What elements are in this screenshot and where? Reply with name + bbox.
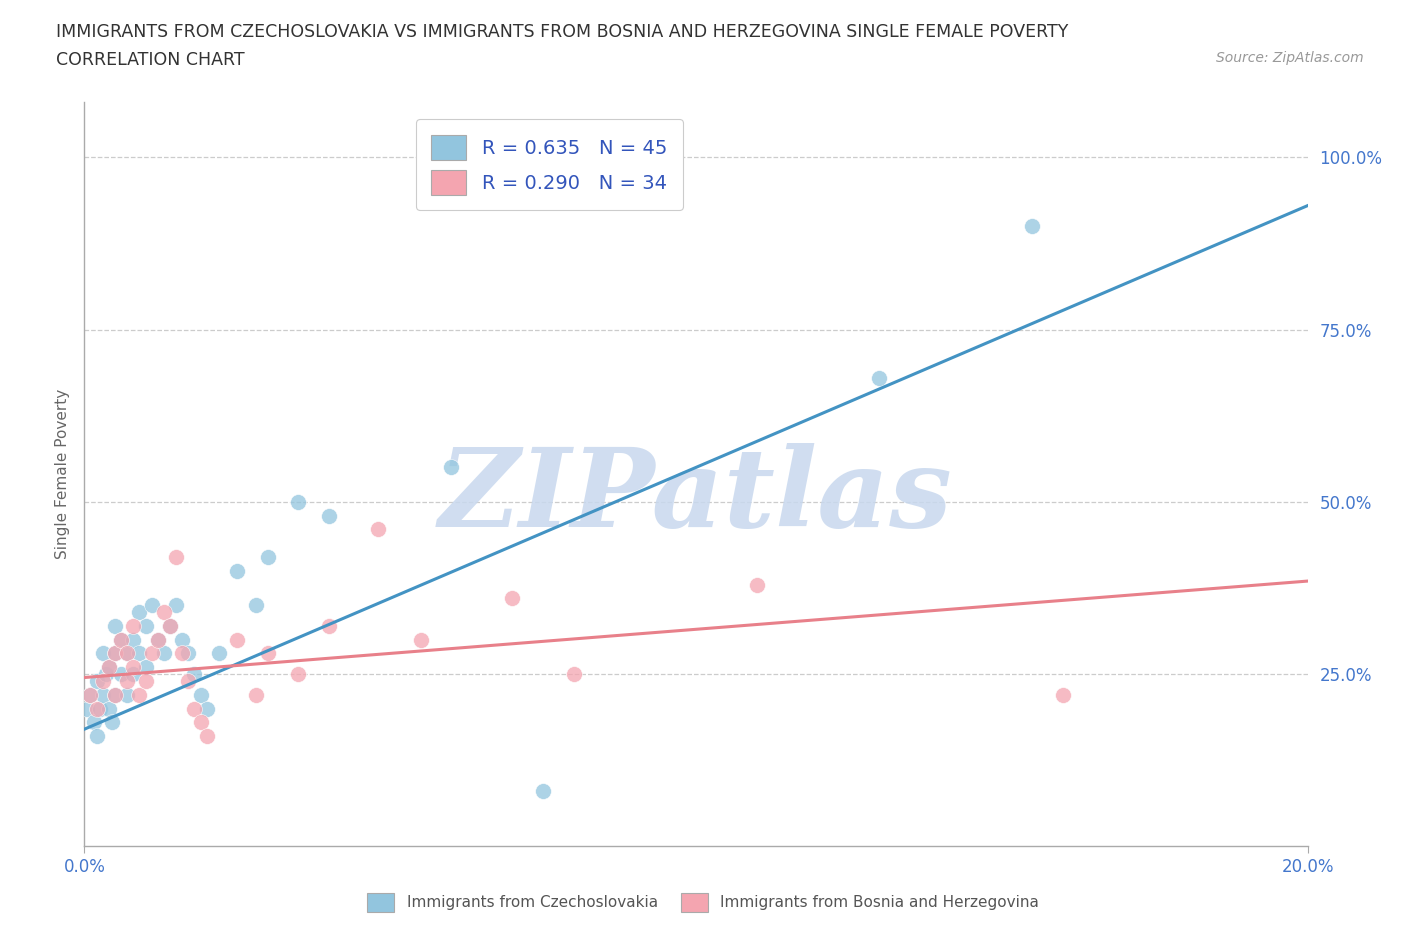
Point — [183, 667, 205, 682]
Point — [104, 687, 127, 702]
Point — [94, 667, 117, 682]
Point — [89, 701, 111, 716]
Point — [318, 618, 340, 633]
Point — [86, 701, 108, 716]
Point — [190, 687, 212, 702]
Point — [747, 578, 769, 592]
Point — [76, 701, 98, 716]
Point — [1052, 687, 1074, 702]
Point — [153, 604, 176, 619]
Point — [110, 667, 132, 682]
Point — [287, 495, 309, 510]
Point — [177, 673, 200, 688]
Point — [869, 370, 891, 385]
Point — [226, 564, 249, 578]
Text: CORRELATION CHART: CORRELATION CHART — [56, 51, 245, 69]
Point — [367, 522, 389, 537]
Point — [172, 632, 194, 647]
Point — [91, 687, 114, 702]
Point — [208, 646, 231, 661]
Y-axis label: Single Female Poverty: Single Female Poverty — [55, 389, 70, 560]
Point — [83, 715, 105, 730]
Point — [409, 632, 432, 647]
Point — [165, 598, 187, 613]
Point — [146, 632, 169, 647]
Point — [97, 659, 120, 674]
Point — [110, 632, 132, 647]
Point — [115, 646, 138, 661]
Point — [115, 673, 138, 688]
Point — [177, 646, 200, 661]
Point — [562, 667, 585, 682]
Legend: R = 0.635   N = 45, R = 0.290   N = 34: R = 0.635 N = 45, R = 0.290 N = 34 — [416, 119, 683, 210]
Point — [122, 618, 145, 633]
Point — [122, 659, 145, 674]
Point — [159, 618, 181, 633]
Point — [110, 632, 132, 647]
Point — [159, 618, 181, 633]
Point — [101, 715, 124, 730]
Point — [195, 701, 218, 716]
Point — [128, 646, 150, 661]
Point — [104, 646, 127, 661]
Point — [104, 646, 127, 661]
Point — [122, 667, 145, 682]
Point — [318, 508, 340, 523]
Point — [86, 673, 108, 688]
Point — [146, 632, 169, 647]
Point — [1021, 219, 1043, 233]
Point — [128, 604, 150, 619]
Point — [245, 687, 267, 702]
Point — [91, 646, 114, 661]
Point — [97, 659, 120, 674]
Point — [135, 659, 157, 674]
Point — [287, 667, 309, 682]
Point — [135, 618, 157, 633]
Point — [195, 728, 218, 743]
Text: IMMIGRANTS FROM CZECHOSLOVAKIA VS IMMIGRANTS FROM BOSNIA AND HERZEGOVINA SINGLE : IMMIGRANTS FROM CZECHOSLOVAKIA VS IMMIGR… — [56, 23, 1069, 41]
Text: Source: ZipAtlas.com: Source: ZipAtlas.com — [1216, 51, 1364, 65]
Point — [79, 687, 101, 702]
Point — [79, 687, 101, 702]
Point — [190, 715, 212, 730]
Point — [245, 598, 267, 613]
Point — [502, 591, 524, 605]
Legend: Immigrants from Czechoslovakia, Immigrants from Bosnia and Herzegovina: Immigrants from Czechoslovakia, Immigran… — [361, 887, 1045, 918]
Point — [115, 646, 138, 661]
Point — [97, 701, 120, 716]
Point — [141, 646, 163, 661]
Point — [440, 460, 463, 475]
Point — [172, 646, 194, 661]
Point — [115, 687, 138, 702]
Point — [257, 646, 280, 661]
Point — [153, 646, 176, 661]
Point — [122, 632, 145, 647]
Point — [257, 550, 280, 565]
Point — [183, 701, 205, 716]
Point — [226, 632, 249, 647]
Point — [104, 618, 127, 633]
Point — [86, 728, 108, 743]
Point — [531, 784, 554, 799]
Text: ZIPatlas: ZIPatlas — [439, 443, 953, 551]
Point — [128, 687, 150, 702]
Point — [141, 598, 163, 613]
Point — [91, 673, 114, 688]
Point — [135, 673, 157, 688]
Point — [104, 687, 127, 702]
Point — [165, 550, 187, 565]
